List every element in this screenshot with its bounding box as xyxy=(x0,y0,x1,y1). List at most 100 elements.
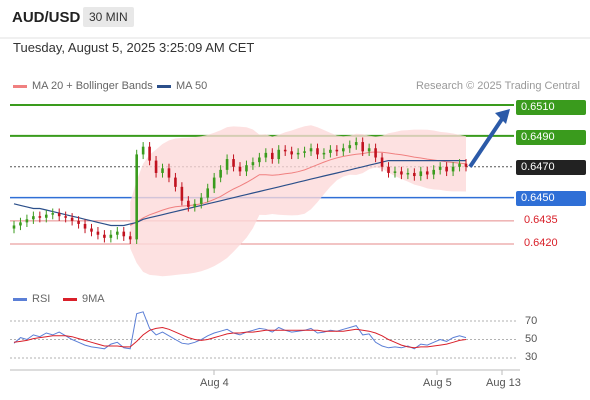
candle-body-58 xyxy=(387,166,390,173)
ma50-line xyxy=(13,160,466,227)
candle-body-35 xyxy=(238,166,242,172)
forecast-arrow-head xyxy=(495,109,510,124)
candle-body-56 xyxy=(374,148,377,158)
candle-body-50 xyxy=(335,149,339,152)
candle-body-0 xyxy=(12,225,16,229)
candle-body-27 xyxy=(187,200,190,207)
candle-body-59 xyxy=(393,171,397,173)
candle-body-19 xyxy=(135,154,138,240)
candle-body-7 xyxy=(57,213,61,217)
candle-body-64 xyxy=(425,171,429,175)
candle-body-25 xyxy=(174,177,177,187)
ma20-swatch xyxy=(13,84,27,88)
candle-body-69 xyxy=(458,163,461,167)
candle-body-14 xyxy=(103,234,106,238)
candle-body-49 xyxy=(329,149,332,153)
candle-body-8 xyxy=(64,216,67,218)
rsi-tick-70: 70 xyxy=(525,315,538,327)
timeframe-button[interactable]: 30 MIN xyxy=(83,7,134,27)
level-tag-3: 0.6450 xyxy=(516,191,586,206)
research-credit: Research © 2025 Trading Central xyxy=(415,80,580,92)
level-tag-1: 0.6490 xyxy=(516,130,586,145)
legend-ma20-label: MA 20 + Bollinger Bands xyxy=(32,80,153,92)
candle-body-47 xyxy=(316,148,319,155)
candle-body-13 xyxy=(96,231,100,235)
candle-body-40 xyxy=(270,152,274,160)
timestamp: Tuesday, August 5, 2025 3:25:09 AM CET xyxy=(13,40,255,55)
x-tick-aug13: Aug 13 xyxy=(486,377,521,389)
candle-body-51 xyxy=(342,148,345,152)
candle-body-44 xyxy=(296,152,300,155)
level-tag-4: 0.6435 xyxy=(524,214,558,226)
candle-body-18 xyxy=(128,236,132,240)
candle-body-66 xyxy=(438,166,442,170)
candle-body-29 xyxy=(199,197,203,204)
candle-body-5 xyxy=(44,214,48,218)
rsi-tick-50: 50 xyxy=(525,333,538,345)
candle-body-48 xyxy=(322,152,326,155)
legend-9ma-label: 9MA xyxy=(82,293,105,305)
candle-body-4 xyxy=(38,216,42,218)
candle-body-52 xyxy=(348,145,352,149)
candle-body-1 xyxy=(19,222,22,226)
candle-body-6 xyxy=(51,213,55,215)
candle-body-39 xyxy=(264,152,268,158)
level-tag-5: 0.6420 xyxy=(524,237,558,249)
candle-body-17 xyxy=(122,231,126,237)
candle-body-41 xyxy=(277,149,281,160)
candle-body-46 xyxy=(309,148,313,152)
rsi-tick-30: 30 xyxy=(525,351,538,363)
level-tag-0: 0.6510 xyxy=(516,100,586,115)
candle-body-26 xyxy=(180,186,184,201)
legend-ma20: MA 20 + Bollinger Bands xyxy=(13,80,153,92)
legend-rsi-label: RSI xyxy=(32,293,51,305)
rsi-ma-line xyxy=(13,326,467,349)
candle-body-62 xyxy=(413,172,416,177)
candle-body-31 xyxy=(212,177,216,189)
candle-body-70 xyxy=(464,163,468,167)
candle-body-54 xyxy=(361,142,364,152)
legend-rsi: RSI xyxy=(13,293,50,305)
candle-body-24 xyxy=(167,168,171,178)
forecast-arrow-shaft xyxy=(468,114,506,168)
candle-body-57 xyxy=(380,157,384,167)
level-tag-2: 0.6470 xyxy=(516,160,586,175)
ma20-line xyxy=(129,151,467,226)
candle-body-16 xyxy=(116,231,119,235)
bollinger-band xyxy=(130,125,466,277)
rsi-line xyxy=(13,311,467,350)
candle-body-36 xyxy=(245,165,248,172)
candle-body-2 xyxy=(25,219,29,223)
ma50-swatch xyxy=(157,84,171,88)
symbol-title: AUD/USD xyxy=(12,9,81,26)
legend-ma50-label: MA 50 xyxy=(176,80,208,92)
legend-9ma: 9MA xyxy=(63,293,105,305)
candle-body-34 xyxy=(232,159,235,167)
candle-body-45 xyxy=(303,151,306,153)
candle-body-11 xyxy=(83,223,87,229)
candle-body-67 xyxy=(445,166,448,172)
candle-body-37 xyxy=(251,162,255,166)
candle-body-32 xyxy=(219,169,222,178)
ma9-swatch xyxy=(63,297,77,301)
candle-body-21 xyxy=(148,146,151,161)
candle-body-23 xyxy=(161,168,164,173)
header: AUD/USD 30 MIN xyxy=(0,0,590,38)
candle-body-33 xyxy=(225,159,229,170)
candle-body-12 xyxy=(90,228,93,232)
candle-body-30 xyxy=(206,188,210,198)
candle-body-20 xyxy=(141,146,145,155)
candle-body-60 xyxy=(400,171,403,175)
legend-ma50: MA 50 xyxy=(157,80,207,92)
candle-body-61 xyxy=(406,172,410,175)
candle-body-55 xyxy=(367,148,371,152)
candle-body-65 xyxy=(432,169,436,175)
candle-body-42 xyxy=(283,149,287,152)
x-tick-aug5: Aug 5 xyxy=(423,377,452,389)
candle-body-9 xyxy=(70,217,74,221)
candle-body-43 xyxy=(290,151,293,155)
candle-body-28 xyxy=(193,203,197,207)
candle-body-15 xyxy=(109,234,113,238)
candle-body-38 xyxy=(258,157,261,163)
